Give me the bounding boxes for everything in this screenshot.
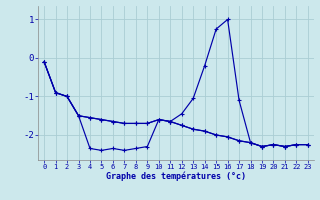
X-axis label: Graphe des températures (°c): Graphe des températures (°c) (106, 172, 246, 181)
